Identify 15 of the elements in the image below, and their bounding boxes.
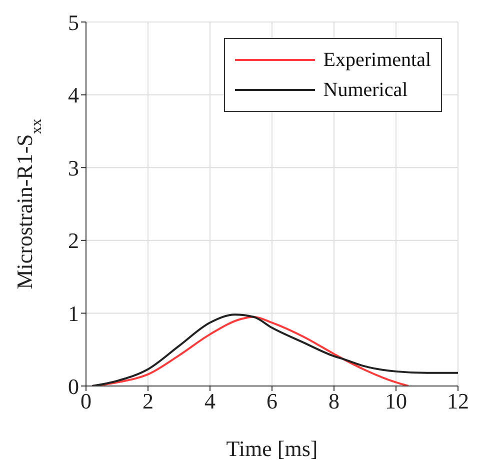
legend-label: Numerical xyxy=(323,78,408,103)
y-tick-label: 3 xyxy=(68,155,79,180)
line-series xyxy=(91,314,458,386)
x-tick-label: 8 xyxy=(328,388,340,414)
y-tick-label: 4 xyxy=(68,82,79,108)
y-tick-label: 1 xyxy=(68,301,79,326)
x-tick-label: 6 xyxy=(266,388,278,414)
x-tick-label: 4 xyxy=(204,388,216,414)
y-tick-label: 2 xyxy=(68,228,79,254)
x-tick-label: 10 xyxy=(385,388,407,414)
x-tick-label: 2 xyxy=(142,388,154,414)
x-tick-label: 12 xyxy=(447,388,469,414)
legend-label: Experimental xyxy=(323,48,431,73)
x-axis-title: Time [ms] xyxy=(226,436,318,461)
y-tick-label: 5 xyxy=(68,10,79,35)
